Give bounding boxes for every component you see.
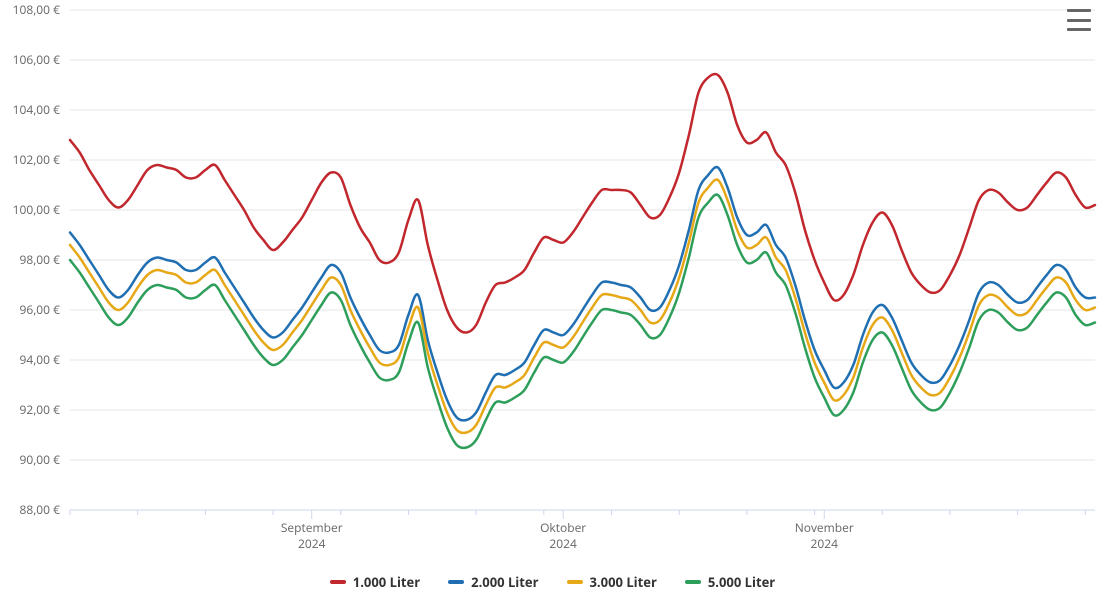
y-axis: 88,00 € 90,00 € 92,00 € 94,00 € 96,00 € 98,00… — [13, 1, 1095, 518]
y-tick-label: 88,00 € — [19, 501, 60, 518]
price-chart: 88,00 € 90,00 € 92,00 € 94,00 € 96,00 € 98,00… — [0, 0, 1105, 602]
legend-swatch — [330, 580, 346, 584]
legend-label: 1.000 Liter — [353, 573, 420, 591]
x-tick-label: November — [795, 519, 854, 536]
legend-item-3[interactable]: 5.000 Liter — [685, 573, 775, 591]
y-tick-label: 102,00 € — [13, 151, 61, 168]
series-line-1 — [70, 167, 1095, 420]
legend-item-0[interactable]: 1.000 Liter — [330, 573, 420, 591]
x-tick-label: September — [281, 519, 343, 536]
y-tick-label: 100,00 € — [13, 201, 61, 218]
chart-menu-icon[interactable] — [1065, 6, 1093, 34]
legend-item-2[interactable]: 3.000 Liter — [567, 573, 657, 591]
legend-swatch — [448, 580, 464, 584]
x-tick-label: Oktober — [540, 519, 586, 536]
legend-label: 2.000 Liter — [471, 573, 538, 591]
y-tick-label: 92,00 € — [19, 401, 60, 418]
x-tick-label: 2024 — [811, 535, 839, 552]
y-tick-label: 106,00 € — [13, 51, 61, 68]
series-line-0 — [70, 74, 1095, 333]
legend-swatch — [685, 580, 701, 584]
x-tick-label: 2024 — [298, 535, 326, 552]
y-tick-label: 104,00 € — [13, 101, 61, 118]
legend-swatch — [567, 580, 583, 584]
y-tick-label: 108,00 € — [13, 1, 61, 18]
x-tick-label: 2024 — [549, 535, 577, 552]
legend-label: 3.000 Liter — [590, 573, 657, 591]
y-tick-label: 90,00 € — [19, 451, 60, 468]
chart-legend: 1.000 Liter 2.000 Liter 3.000 Liter 5.000 L… — [0, 570, 1105, 591]
y-tick-label: 96,00 € — [19, 301, 60, 318]
x-axis: September2024Oktober2024November2024 — [70, 510, 1085, 552]
legend-item-1[interactable]: 2.000 Liter — [448, 573, 538, 591]
y-tick-label: 98,00 € — [19, 251, 60, 268]
legend-label: 5.000 Liter — [708, 573, 775, 591]
chart-plot-area: 88,00 € 90,00 € 92,00 € 94,00 € 96,00 € 98,00… — [0, 0, 1105, 602]
y-tick-label: 94,00 € — [19, 351, 60, 368]
